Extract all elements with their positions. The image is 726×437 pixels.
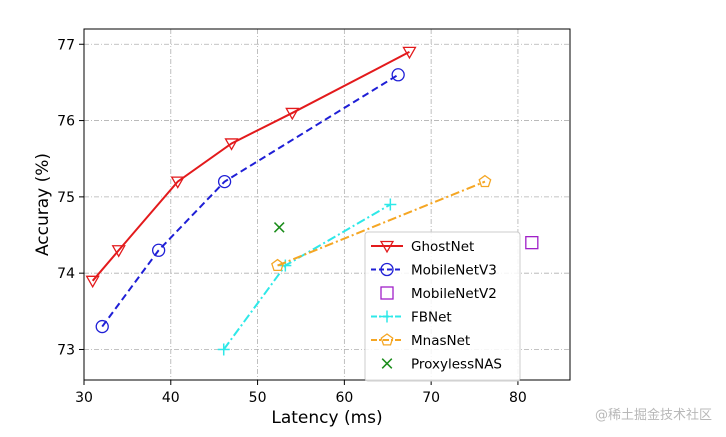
- marker-circle: [151, 243, 166, 257]
- x-tick-label: 60: [335, 390, 353, 406]
- y-axis-label: Accuray (%): [33, 153, 53, 256]
- legend-item-proxylessnas: ProxylessNAS: [381, 357, 502, 373]
- marker-triangle: [402, 46, 417, 60]
- legend-label: ProxylessNAS: [411, 357, 502, 373]
- series-line: [101, 73, 399, 328]
- marker-circle: [391, 68, 405, 82]
- series-mobilenetv3: [95, 68, 405, 334]
- ticks: 30 40 50 60 70 80 73 74 75 76 77: [57, 37, 527, 406]
- marker-circle: [217, 174, 232, 189]
- y-tick-label: 74: [57, 266, 75, 282]
- series-layer: [85, 46, 539, 356]
- x-tick-label: 50: [249, 390, 267, 406]
- marker-triangle: [170, 176, 185, 189]
- watermark: @稀土掘金技术社区: [594, 408, 712, 423]
- y-tick-label: 77: [57, 37, 75, 53]
- legend-box: [364, 231, 521, 382]
- legend-label: MobileNetV3: [411, 263, 497, 279]
- legend-item-fbnet: FBNet: [371, 310, 452, 326]
- y-tick-label: 75: [57, 190, 75, 206]
- legend-item-mobilenetv3: MobileNetV3: [371, 263, 497, 279]
- marker-pentagon: [380, 333, 394, 346]
- marker-pentagon: [271, 258, 285, 272]
- plot-frame: [83, 28, 571, 381]
- series-ghostnet: [85, 46, 417, 289]
- marker-plus: [217, 343, 230, 356]
- y-tick-label: 76: [57, 114, 75, 130]
- legend-label: MnasNet: [411, 333, 470, 349]
- marker-plus: [381, 310, 393, 323]
- marker-triangle: [285, 107, 300, 121]
- series-line: [277, 180, 486, 267]
- x-tick-label: 70: [422, 390, 440, 406]
- y-tick-label: 73: [57, 342, 75, 358]
- legend-label: GhostNet: [411, 239, 474, 255]
- series-line: [91, 51, 410, 282]
- x-tick-label: 40: [162, 390, 180, 406]
- legend-item-ghostnet: GhostNet: [371, 239, 474, 255]
- legend-label: MobileNetV2: [411, 286, 497, 302]
- marker-x: [273, 222, 285, 233]
- legend: GhostNet MobileNetV3 MobileNetV2 FBNet MnasN…: [364, 231, 521, 382]
- series-proxylessnas: [273, 222, 285, 233]
- legend-label: FBNet: [411, 310, 452, 326]
- series-fbnet: [217, 198, 397, 356]
- marker-triangle: [379, 240, 395, 254]
- marker-square: [380, 286, 394, 300]
- marker-circle: [95, 319, 109, 334]
- marker-square: [525, 236, 539, 250]
- legend-item-mnasnet: MnasNet: [371, 333, 470, 349]
- marker-triangle: [224, 138, 239, 151]
- marker-pentagon: [478, 174, 492, 188]
- marker-triangle: [111, 245, 126, 258]
- series-mnasnet: [271, 174, 492, 272]
- marker-plus: [384, 198, 397, 211]
- x-axis-label: Latency (ms): [271, 408, 382, 428]
- legend-item-mobilenetv2: MobileNetV2: [380, 286, 497, 302]
- marker-circle: [380, 262, 394, 277]
- marker-x: [381, 358, 393, 369]
- marker-triangle: [85, 275, 100, 289]
- series-mobilenetv2: [525, 236, 539, 250]
- x-tick-label: 80: [509, 390, 527, 406]
- x-tick-label: 30: [75, 390, 93, 406]
